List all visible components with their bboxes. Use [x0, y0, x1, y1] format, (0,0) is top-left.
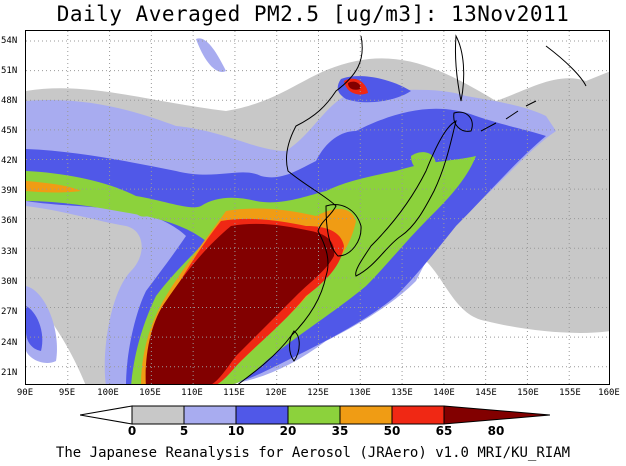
lat-tick-label: 42N: [1, 156, 18, 166]
colorbar-segment-35-50: [287, 405, 341, 425]
colorbar-segment-0-5: [80, 405, 133, 425]
colorbar-segment-50-65: [339, 405, 393, 425]
footer-credit: The Japanese Reanalysis for Aerosol (JRA…: [55, 445, 571, 461]
colorbar-label: 50: [383, 424, 401, 438]
lat-tick-label: 48N: [1, 96, 18, 106]
map-area: [25, 30, 610, 385]
lat-tick-label: 51N: [1, 66, 18, 76]
coastline-korea: [325, 204, 362, 257]
lon-tick-label: 125E: [307, 388, 329, 398]
lon-tick-label: 110E: [181, 388, 203, 398]
lon-tick-label: 90E: [16, 388, 34, 398]
colorbar-label: 10: [227, 424, 245, 438]
contour-35-50-c: [133, 199, 149, 217]
lon-tick-label: 145E: [475, 388, 497, 398]
pm25-map: [26, 31, 609, 384]
colorbar-label: 0: [127, 424, 137, 438]
lon-tick-label: 160E: [598, 388, 620, 398]
contour-5-10-b: [26, 209, 137, 268]
grid-lines: [26, 31, 609, 384]
contour-10-20-b: [196, 38, 226, 72]
lon-tick-label: 115E: [223, 388, 245, 398]
lat-tick-label: 54N: [1, 36, 18, 46]
colorbar-segment-65-80: [391, 405, 445, 425]
contour-35-50-b: [411, 152, 436, 172]
lat-tick-label: 33N: [1, 247, 18, 257]
colorbar-segment-5-10: [131, 405, 185, 425]
pm25-shading: [26, 38, 609, 384]
lon-tick-label: 120E: [265, 388, 287, 398]
colorbar-label: 80: [487, 424, 505, 438]
coastline-kurils: [480, 100, 537, 132]
lat-tick-label: 36N: [1, 216, 18, 226]
colorbar-label: 65: [435, 424, 453, 438]
contour-80-up-b: [348, 81, 361, 90]
contour-20-35-c: [26, 306, 43, 351]
coastline-sakhalin: [454, 34, 465, 102]
colorbar-segment-20-35: [235, 405, 289, 425]
lat-tick-label: 30N: [1, 277, 18, 287]
lon-tick-label: 100E: [97, 388, 119, 398]
colorbar-segment-10-20: [183, 405, 237, 425]
coastlines: [237, 34, 587, 384]
lon-tick-label: 140E: [433, 388, 455, 398]
coastline-mainland: [237, 35, 363, 384]
lat-tick-label: 39N: [1, 186, 18, 196]
lon-tick-label: 95E: [58, 388, 76, 398]
lon-tick-label: 150E: [517, 388, 539, 398]
colorbar-label: 35: [331, 424, 349, 438]
lat-tick-label: 24N: [1, 338, 18, 348]
coastline-hokkaido: [453, 111, 473, 132]
lon-tick-label: 135E: [391, 388, 413, 398]
coastline-kamchatka: [545, 45, 587, 87]
colorbar-label: 20: [279, 424, 297, 438]
lat-tick-label: 21N: [1, 368, 18, 378]
lon-tick-label: 130E: [349, 388, 371, 398]
lon-tick-label: 155E: [559, 388, 581, 398]
colorbar-label: 5: [179, 424, 189, 438]
chart-title: Daily Averaged PM2.5 [ug/m3]: 13Nov2011: [56, 2, 570, 26]
lon-tick-label: 105E: [139, 388, 161, 398]
coastline-taiwan: [289, 330, 300, 362]
coastline-japan: [355, 120, 457, 277]
lat-tick-label: 27N: [1, 307, 18, 317]
colorbar-segment-80-up: [443, 405, 550, 425]
lat-tick-label: 45N: [1, 126, 18, 136]
colorbar: [80, 405, 550, 425]
